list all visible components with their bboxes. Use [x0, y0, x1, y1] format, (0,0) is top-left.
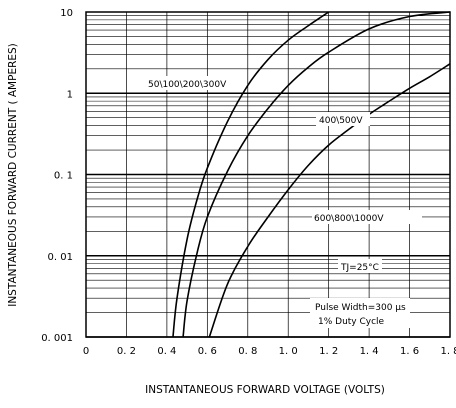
x-tick-label: 1. 6 — [400, 346, 419, 357]
x-tick-label: 1. 4 — [360, 346, 379, 357]
series-line-1 — [172, 11, 330, 338]
x-tick-label: 1. 0 — [279, 346, 298, 357]
series-line-2 — [182, 11, 451, 338]
x-tick-label: 0 — [83, 346, 89, 357]
series-3-label: 600\800\1000V — [314, 214, 384, 224]
x-axis-label: INSTANTANEOUS FORWARD VOLTAGE (VOLTS) — [145, 384, 385, 396]
x-tick-label: 0. 2 — [117, 346, 136, 357]
curves — [172, 11, 451, 338]
plot-frame — [85, 11, 451, 338]
series-1-label: 50\100\200\300V — [148, 80, 227, 90]
series-line-3 — [208, 63, 451, 338]
duty-cycle-label: 1% Duty Cycle — [318, 317, 385, 327]
temperature-label-bg — [338, 259, 382, 273]
x-tick-labels: 0 0. 2 0. 4 0. 6 0. 8 1. 0 1. 2 1. 4 1. 6 1. 8 — [83, 346, 456, 357]
y-tick-labels: 0. 001 0. 01 0. 1 1 10 — [41, 8, 73, 344]
temperature-label: TJ=25°C — [340, 263, 379, 273]
series-2-label-bg — [316, 112, 370, 126]
pulse-label-bg — [310, 298, 410, 328]
series-1-label-bg — [145, 76, 240, 90]
y-tick-label: 0. 1 — [54, 171, 73, 182]
series-2-label: 400\500V — [319, 116, 363, 126]
y-tick-label: 0. 01 — [48, 252, 73, 263]
y-axis-label: INSTANTANEOUS FORWARD CURRENT ( AMPERES) — [7, 43, 19, 307]
y-tick-label: 10 — [60, 8, 73, 19]
series-3-label-bg — [312, 210, 422, 224]
x-tick-label: 0. 4 — [157, 346, 176, 357]
x-tick-label: 1. 8 — [440, 346, 456, 357]
x-tick-label: 0. 8 — [238, 346, 257, 357]
x-tick-label: 0. 6 — [198, 346, 217, 357]
x-tick-label: 1. 2 — [319, 346, 338, 357]
y-tick-label: 0. 001 — [41, 333, 73, 344]
pulse-width-label: Pulse Width=300 μs — [315, 303, 406, 313]
y-tick-label: 1 — [67, 89, 73, 100]
